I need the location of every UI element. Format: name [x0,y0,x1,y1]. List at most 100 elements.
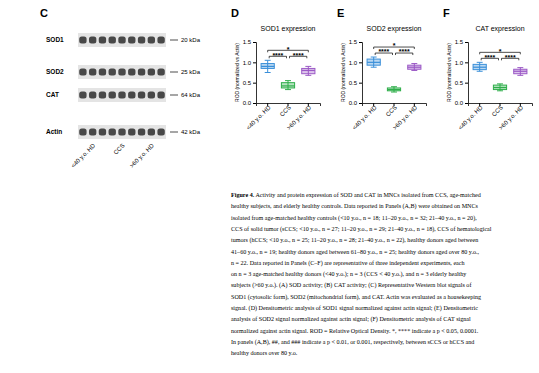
whisker-cap-high [517,67,523,68]
blot-row-label: SOD1 [46,36,64,43]
chart-title: SOD1 expression [261,25,316,33]
median [408,67,421,68]
whisker-cap-high [411,63,417,64]
blot-size-label: 25 kDa [181,69,201,75]
blot-strip [78,65,166,79]
y-tick-mark [465,42,468,43]
y-tick-label: 0.0 [455,100,464,106]
blot-band [148,129,155,136]
caption-line: healthy subjects, and elderly healthy co… [231,203,479,210]
blot-size-label: 20 kDa [181,37,201,43]
x-tick: >60 y.o. HD [498,103,525,131]
whisker-cap-low [305,75,311,76]
significance-label: * [499,48,502,55]
box [261,60,274,72]
median [302,70,315,71]
whisker-cap-high [285,80,291,81]
blot-band [157,92,164,99]
caption-text: signal. (D) Densitometric analysis of SO… [231,305,478,312]
significance-label: **** [505,54,516,61]
caption-text: isolated from age-matched healthy contro… [231,215,477,222]
blot-band [128,129,135,136]
blot-band [148,37,155,44]
x-tick-label: >60 y.o. HD [286,104,313,131]
x-tick-label: >60 y.o. HD [498,104,525,131]
whisker-cap-high [391,86,397,87]
blot-band [128,37,135,44]
caption-line: Figure 4. Activity and protein expressio… [231,192,481,198]
x-tick-label: <40 y.o. HD [351,104,378,131]
blot-row-label: SOD2 [46,68,64,75]
y-tick-mark [465,103,468,104]
x-tick-label: <40 y.o. HD [245,104,272,131]
x-axis: <40 y.o. HDCCS>60 y.o. HD [245,103,320,131]
panel-label: C [40,7,48,19]
x-axis: <40 y.o. HDCCS>60 y.o. HD [457,103,532,131]
y-tick-mark [359,62,362,63]
blot-band [157,69,164,76]
y-tick-label: 1.0 [349,60,358,66]
caption-text: healthy subjects, and elderly healthy co… [231,203,479,210]
blot-band [99,129,106,136]
blot-lane-label: >60 y.o. HD [129,142,156,169]
caption-text: subjects (>60 y.o.). (A) SOD activity; (… [231,282,472,289]
x-tick: <40 y.o. HD [245,103,272,131]
box [281,81,294,90]
size-marker [170,72,178,73]
x-tick-label: CCS [385,104,398,117]
y-tick: 0.0 [243,100,256,106]
box-body [408,65,421,69]
plot-marks [473,62,527,90]
median [473,67,486,68]
y-tick-label: 1.5 [243,39,252,45]
caption-line: subjects (>60 y.o.). (A) SOD activity; (… [231,282,472,289]
y-axis-title: ROD (normalized vs Actin) [340,43,346,102]
caption-line: analysis of SOD2 signal normalized again… [231,316,471,323]
caption-line: n = 22. Data reported in Panels (C–F) ar… [231,260,465,267]
x-axis: <40 y.o. HDCCS>60 y.o. HD [351,103,426,131]
blot-band [128,92,135,99]
blot-lane-label: CCS [113,142,126,155]
y-tick-label: 0.5 [349,80,358,86]
median [493,87,506,88]
box [387,87,400,92]
box [514,68,527,76]
caption-line: In panels (A,B), ##, and ### indicate a … [231,339,474,346]
box [473,62,486,71]
y-tick-label: 0.5 [243,80,252,86]
size-marker [170,40,178,41]
box-body [473,64,486,69]
caption-line: healthy donors over 80 y.o. [231,350,298,356]
whisker-cap-high [305,66,311,67]
significance-label: **** [378,48,389,55]
blot-band [99,37,106,44]
caption-text: 41–60 y.o., n = 19; healthy donors aged … [231,249,480,255]
panel-label: F [443,7,450,19]
y-axis-line [465,43,469,104]
caption-line: SOD1 (cytosolic form), SOD2 (mitochondri… [231,294,481,301]
significance-label: **** [293,52,304,59]
blot-band [79,37,86,44]
x-tick: CCS [491,103,504,118]
blot-strip [78,88,166,102]
y-tick: 0.0 [349,100,362,106]
caption: Figure 4. Activity and protein expressio… [231,192,492,356]
y-tick-label: 1.5 [349,39,358,45]
western-blot: SOD120 kDaSOD225 kDaCAT64 kDaActin42 kDa… [46,33,201,169]
y-tick: 1.5 [243,39,256,45]
y-axis: 0.00.51.01.5 [455,39,469,106]
x-tick: CCS [385,103,398,118]
y-tick-mark [465,83,468,84]
x-tick: >60 y.o. HD [286,103,313,131]
box-chart: DSOD1 expression0.00.51.01.5ROD (normali… [231,7,321,131]
blot-band [109,129,116,136]
whisker-cap-low [517,75,523,76]
y-tick-label: 1.0 [455,60,464,66]
box-chart: FCAT expression0.00.51.01.5ROD (normaliz… [443,7,533,131]
blot-band [89,69,96,76]
chart-title: SOD2 expression [367,25,422,33]
blot-size-label: 64 kDa [181,92,201,98]
caption-line: on n = 3 age-matched healthy donors (<40… [231,271,467,278]
y-tick-mark [253,62,256,63]
blot-band [157,37,164,44]
